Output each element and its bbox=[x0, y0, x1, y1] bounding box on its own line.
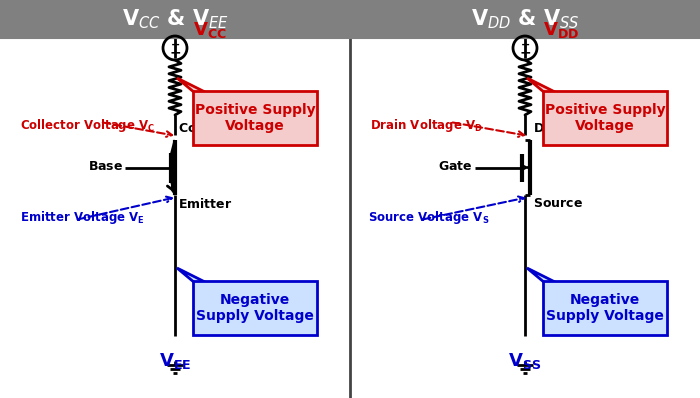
FancyBboxPatch shape bbox=[193, 281, 317, 335]
Text: $\mathbf{B}$ase: $\mathbf{B}$ase bbox=[88, 160, 123, 173]
Text: Source Voltage $\mathbf{V_S}$: Source Voltage $\mathbf{V_S}$ bbox=[368, 209, 489, 226]
Text: Positive Supply
Voltage: Positive Supply Voltage bbox=[545, 103, 665, 133]
Polygon shape bbox=[177, 268, 207, 283]
Text: Negative
Supply Voltage: Negative Supply Voltage bbox=[546, 293, 664, 323]
Polygon shape bbox=[527, 78, 557, 93]
Text: $\mathbf{V_{DD}}$: $\mathbf{V_{DD}}$ bbox=[543, 20, 580, 40]
Text: $\mathbf{V_{EE}}$: $\mathbf{V_{EE}}$ bbox=[159, 351, 191, 371]
Text: Emitter Voltage $\mathbf{V_E}$: Emitter Voltage $\mathbf{V_E}$ bbox=[20, 209, 145, 226]
Text: −: − bbox=[169, 45, 181, 59]
Text: Collector Voltage $\mathbf{V_C}$: Collector Voltage $\mathbf{V_C}$ bbox=[20, 117, 155, 133]
Polygon shape bbox=[527, 268, 557, 283]
Text: −: − bbox=[519, 45, 531, 59]
Text: $\mathbf{C}$ollector: $\mathbf{C}$ollector bbox=[178, 121, 243, 135]
Text: $\mathbf{S}$ource: $\mathbf{S}$ource bbox=[533, 197, 583, 210]
FancyBboxPatch shape bbox=[543, 91, 667, 145]
Polygon shape bbox=[177, 78, 207, 93]
FancyBboxPatch shape bbox=[543, 281, 667, 335]
Text: Negative
Supply Voltage: Negative Supply Voltage bbox=[196, 293, 314, 323]
Text: $\mathbf{E}$mitter: $\mathbf{E}$mitter bbox=[178, 197, 232, 211]
FancyBboxPatch shape bbox=[193, 91, 317, 145]
Text: V$_{CC}$ & V$_{EE}$: V$_{CC}$ & V$_{EE}$ bbox=[122, 7, 228, 31]
Text: $\mathbf{D}$rain: $\mathbf{D}$rain bbox=[533, 121, 572, 135]
Text: $\mathbf{V_{CC}}$: $\mathbf{V_{CC}}$ bbox=[193, 20, 227, 40]
Text: +: + bbox=[520, 40, 530, 50]
Text: Positive Supply
Voltage: Positive Supply Voltage bbox=[195, 103, 315, 133]
Text: Drain Voltage $\mathbf{V_D}$: Drain Voltage $\mathbf{V_D}$ bbox=[370, 117, 483, 133]
Text: +: + bbox=[170, 40, 180, 50]
Text: $\mathbf{G}$ate: $\mathbf{G}$ate bbox=[438, 160, 473, 173]
Text: V$_{DD}$ & V$_{SS}$: V$_{DD}$ & V$_{SS}$ bbox=[470, 7, 580, 31]
FancyBboxPatch shape bbox=[0, 0, 700, 38]
Text: $\mathbf{V_{SS}}$: $\mathbf{V_{SS}}$ bbox=[508, 351, 542, 371]
